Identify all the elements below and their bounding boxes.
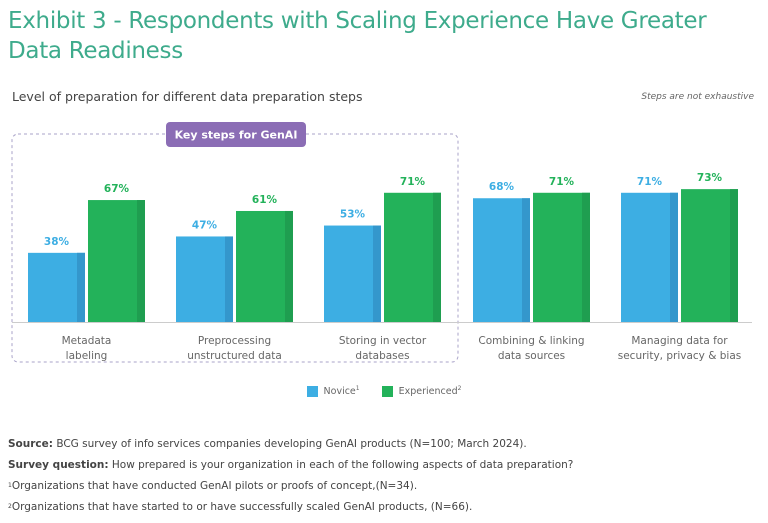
bar-shade-experienced-1 bbox=[285, 210, 293, 322]
category-label-0-line-0: Metadata bbox=[62, 335, 112, 347]
category-label-3-line-0: Combining & linking bbox=[478, 335, 584, 347]
bar-shade-novice-0 bbox=[77, 252, 85, 322]
legend-item-novice: Novice1 bbox=[306, 385, 360, 397]
survey-question-line: Survey question: How prepared is your or… bbox=[8, 459, 574, 471]
legend: Novice1 Experienced2 bbox=[0, 385, 768, 397]
footnote-1: 1Organizations that have conducted GenAI… bbox=[8, 480, 418, 492]
legend-label-experienced: Experienced2 bbox=[398, 385, 462, 397]
data-label-novice-3: 68% bbox=[489, 181, 515, 193]
data-label-novice-2: 53% bbox=[340, 209, 366, 221]
data-label-experienced-3: 71% bbox=[549, 176, 575, 188]
key-steps-callout-label: Key steps for GenAI bbox=[175, 129, 298, 142]
category-label-4-line-0: Managing data for bbox=[631, 335, 728, 347]
bar-shade-experienced-3 bbox=[582, 192, 590, 322]
bar-novice-0 bbox=[28, 252, 85, 322]
footer-notes: Source: BCG survey of info services comp… bbox=[8, 434, 573, 518]
bar-novice-2 bbox=[324, 225, 381, 322]
steps-note: Steps are not exhaustive bbox=[641, 92, 754, 102]
chart-subtitle: Level of preparation for different data … bbox=[12, 89, 363, 104]
bar-shade-novice-2 bbox=[373, 225, 381, 322]
bar-shade-novice-4 bbox=[670, 192, 678, 322]
category-label-4-line-1: security, privacy & bias bbox=[618, 350, 741, 362]
bar-experienced-0 bbox=[88, 200, 145, 322]
category-label-2-line-0: Storing in vector bbox=[339, 335, 427, 347]
category-label-2-line-1: databases bbox=[355, 350, 409, 362]
category-label-3-line-1: data sources bbox=[498, 350, 565, 362]
category-label-1-line-0: Preprocessing bbox=[198, 335, 271, 347]
data-label-experienced-0: 67% bbox=[104, 183, 130, 195]
bar-chart: Key steps for GenAI 38% 67% Metadata labelin… bbox=[11, 122, 752, 363]
category-label-0-line-1: labeling bbox=[66, 350, 108, 362]
legend-swatch-experienced bbox=[381, 386, 393, 397]
chart-title: Exhibit 3 - Respondents with Scaling Exp… bbox=[8, 8, 707, 64]
data-label-novice-0: 38% bbox=[44, 236, 70, 248]
bar-experienced-4 bbox=[681, 189, 738, 322]
bar-novice-1 bbox=[176, 236, 233, 322]
source-line: Source: BCG survey of info services comp… bbox=[8, 438, 527, 450]
legend-swatch-novice bbox=[306, 386, 318, 397]
legend-item-experienced: Experienced2 bbox=[381, 385, 462, 397]
bar-novice-3 bbox=[473, 198, 530, 322]
bar-shade-novice-1 bbox=[225, 236, 233, 322]
category-label-1-line-1: unstructured data bbox=[187, 350, 282, 362]
bar-novice-4 bbox=[621, 192, 678, 322]
key-steps-callout bbox=[166, 122, 306, 147]
bar-experienced-1 bbox=[236, 210, 293, 322]
data-label-novice-1: 47% bbox=[192, 219, 218, 231]
legend-label-novice: Novice1 bbox=[323, 385, 360, 397]
data-label-experienced-2: 71% bbox=[400, 176, 426, 188]
bar-shade-experienced-4 bbox=[730, 189, 738, 322]
bar-shade-experienced-2 bbox=[433, 192, 441, 322]
bar-experienced-2 bbox=[384, 192, 441, 322]
bar-shade-experienced-0 bbox=[137, 200, 145, 322]
bar-experienced-3 bbox=[533, 192, 590, 322]
data-label-experienced-1: 61% bbox=[252, 194, 278, 206]
bar-shade-novice-3 bbox=[522, 198, 530, 322]
data-label-experienced-4: 73% bbox=[697, 172, 723, 184]
data-label-novice-4: 71% bbox=[637, 176, 663, 188]
footnote-2: 2Organizations that have started to or h… bbox=[8, 501, 473, 513]
